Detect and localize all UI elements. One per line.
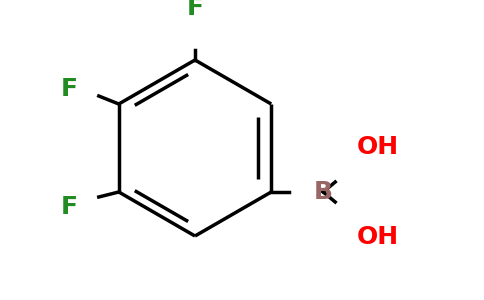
Text: F: F [60,195,77,219]
Text: F: F [60,77,77,101]
Text: B: B [314,180,333,204]
Text: F: F [186,0,203,20]
Text: OH: OH [357,135,399,159]
Text: OH: OH [357,225,399,249]
